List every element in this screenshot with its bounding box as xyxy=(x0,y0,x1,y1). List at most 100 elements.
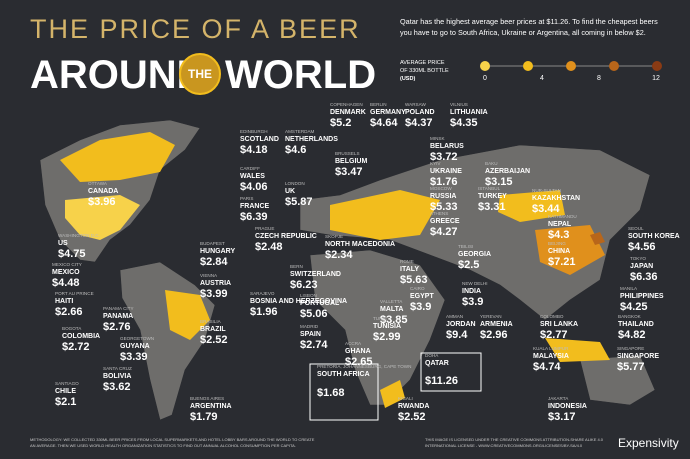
place-label: LONDON UK$5.87 xyxy=(285,181,313,208)
price: $5.63 xyxy=(400,274,428,286)
legend-swatch xyxy=(609,61,619,71)
price: $3.47 xyxy=(335,166,363,178)
city: COPENHAGEN xyxy=(330,102,363,107)
price: $1.68 xyxy=(317,387,345,399)
city: VALLETTA xyxy=(380,299,403,304)
place-label: ATHENS GREECE$4.27 xyxy=(430,211,460,238)
legend-tick: 4 xyxy=(540,75,544,82)
country: KAZAKHSTAN xyxy=(532,195,580,202)
place-label: MEXICO CITY MEXICO$4.48 xyxy=(52,262,82,289)
city: PANAMA CITY xyxy=(103,306,134,311)
methodology: AN AVERAGE. THEN WE USED WORLD HEALTH OR… xyxy=(30,443,296,448)
country: BRAZIL xyxy=(200,326,226,333)
place-label: JAKARTA INDONESIA$3.17 xyxy=(548,396,587,423)
city: PORT AU PRINCE xyxy=(55,291,94,296)
country: AUSTRIA xyxy=(200,280,231,287)
city: BERN xyxy=(290,264,303,269)
country: CHILE xyxy=(55,388,76,395)
price: $3.96 xyxy=(88,196,116,208)
country: PORTUGAL xyxy=(300,300,340,307)
city: ISTANBUL xyxy=(478,186,501,191)
city: AMSTERDAM xyxy=(285,129,315,134)
country: ARMENIA xyxy=(480,321,513,328)
country: NETHERLANDS xyxy=(285,136,338,143)
city: LONDON xyxy=(285,181,305,186)
place-label: VILNIUS LITHUANIA$4.35 xyxy=(450,102,488,129)
city: PARIS xyxy=(240,196,253,201)
country: ITALY xyxy=(400,266,419,273)
country: SOUTH AFRICA xyxy=(317,371,370,378)
country: SOUTH KOREA xyxy=(628,233,680,240)
legend-label: AVERAGE PRICE xyxy=(400,60,445,66)
country: QATAR xyxy=(425,360,449,367)
price: $9.4 xyxy=(446,329,468,341)
country: GEORGIA xyxy=(458,251,491,258)
city: WASHINGTON D.C. xyxy=(58,233,100,238)
place-label: KATHMANDU NEPAL$4.3 xyxy=(548,214,577,241)
price: $4.75 xyxy=(58,248,86,260)
city: MEXICO CITY xyxy=(52,262,82,267)
city: BANGKOK xyxy=(618,314,642,319)
country: RWANDA xyxy=(398,403,429,410)
price: $4.82 xyxy=(618,329,646,341)
country: MALTA xyxy=(380,306,403,313)
city: DOHA xyxy=(425,353,439,358)
place-label: ACCRA GHANA$2.65 xyxy=(345,341,373,368)
place-label: BRUSSELS BELGIUM$3.47 xyxy=(335,151,367,178)
place-label: BERN SWITZERLAND$6.23 xyxy=(290,264,341,291)
price: $2.5 xyxy=(458,259,479,271)
country: JORDAN xyxy=(446,321,476,328)
price: $6.39 xyxy=(240,211,268,223)
price: $2.96 xyxy=(480,329,508,341)
price: $2.74 xyxy=(300,339,328,351)
price: $1.79 xyxy=(190,411,218,423)
city: COLOMBO xyxy=(540,314,564,319)
country: HUNGARY xyxy=(200,248,235,255)
city: MADRID xyxy=(300,324,319,329)
country: COLOMBIA xyxy=(62,333,100,340)
legend-tick: 12 xyxy=(652,75,660,82)
highlight-box xyxy=(309,363,379,421)
country: NEPAL xyxy=(548,221,572,228)
legend-tick: 8 xyxy=(597,75,601,82)
city: JAKARTA xyxy=(548,396,569,401)
place-label: CARDIFF WALES$4.06 xyxy=(240,166,268,193)
country: ARGENTINA xyxy=(190,403,232,410)
place-label: KIGALI RWANDA$2.52 xyxy=(398,396,429,423)
place-label: COLOMBO SRI LANKA$2.77 xyxy=(540,314,578,341)
city: NUR-SULTAN xyxy=(532,188,561,193)
price: $4.06 xyxy=(240,181,268,193)
map xyxy=(39,119,656,421)
country: SCOTLAND xyxy=(240,136,279,143)
country: PANAMA xyxy=(103,313,133,320)
country: RUSSIA xyxy=(430,193,456,200)
city: CAIRO xyxy=(410,286,425,291)
price: $6.23 xyxy=(290,279,318,291)
legend-tick: 0 xyxy=(483,75,487,82)
country: BELGIUM xyxy=(335,158,367,165)
price: $4.74 xyxy=(533,361,561,373)
price: $3.9 xyxy=(410,301,431,313)
price: $3.9 xyxy=(462,296,483,308)
place-label: MINSK BELARUS$3.72 xyxy=(430,136,464,163)
country: CZECH REPUBLIC xyxy=(255,233,317,240)
city: YEREVAN xyxy=(480,314,502,319)
price: $4.18 xyxy=(240,144,268,156)
place-label: EDINBURGH SCOTLAND$4.18 xyxy=(240,129,279,156)
price: $5.33 xyxy=(430,201,458,213)
city: SEOUL xyxy=(628,226,644,231)
country: INDIA xyxy=(462,288,481,295)
place-label: BANGKOK THAILAND$4.82 xyxy=(618,314,654,341)
place-label: ISTANBUL TURKEY$3.31 xyxy=(478,186,507,213)
price: $4.3 xyxy=(548,229,569,241)
city: GEORGETOWN xyxy=(120,336,154,341)
price: $6.36 xyxy=(630,271,658,283)
country: UK xyxy=(285,188,295,195)
title-left: AROUND xyxy=(30,53,206,97)
price: $11.26 xyxy=(425,375,458,387)
place-label: VIENNA AUSTRIA$3.99 xyxy=(200,273,231,300)
price: $2.72 xyxy=(62,341,90,353)
place-label: ROME ITALY$5.63 xyxy=(400,259,428,286)
place-label: TUNIS TUNISIA$2.99 xyxy=(373,316,401,343)
country: LITHUANIA xyxy=(450,109,488,116)
